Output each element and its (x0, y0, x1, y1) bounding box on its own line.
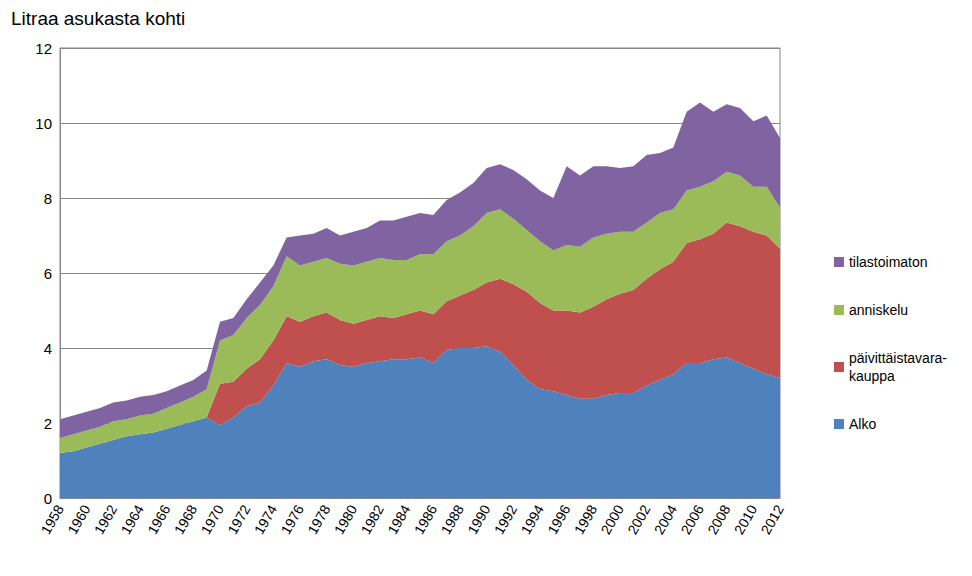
svg-text:1966: 1966 (144, 502, 174, 537)
svg-text:päivittäistavara-: päivittäistavara- (849, 350, 947, 366)
svg-text:1982: 1982 (358, 502, 388, 537)
svg-text:2008: 2008 (704, 502, 734, 537)
svg-text:12: 12 (35, 40, 52, 57)
svg-text:Alko: Alko (849, 416, 876, 432)
svg-text:2004: 2004 (651, 502, 681, 537)
svg-text:1958: 1958 (38, 502, 68, 537)
svg-text:1968: 1968 (171, 502, 201, 537)
svg-text:1976: 1976 (278, 502, 308, 537)
svg-text:8: 8 (44, 190, 52, 207)
svg-text:1978: 1978 (304, 502, 334, 537)
svg-text:1986: 1986 (411, 502, 441, 537)
svg-text:1998: 1998 (571, 502, 601, 537)
svg-text:1970: 1970 (198, 502, 228, 537)
svg-text:1996: 1996 (544, 502, 574, 537)
svg-text:Litraa asukasta kohti: Litraa asukasta kohti (11, 8, 185, 29)
svg-text:2010: 2010 (731, 502, 761, 537)
svg-text:1964: 1964 (118, 502, 148, 537)
svg-text:1960: 1960 (64, 502, 94, 537)
svg-text:1994: 1994 (518, 502, 548, 537)
svg-text:tilastoimaton: tilastoimaton (849, 254, 928, 270)
svg-text:2: 2 (44, 415, 52, 432)
svg-text:1962: 1962 (91, 502, 121, 537)
svg-text:0: 0 (44, 490, 52, 507)
svg-text:1972: 1972 (224, 502, 254, 537)
svg-text:2006: 2006 (678, 502, 708, 537)
svg-text:2012: 2012 (758, 502, 788, 537)
svg-text:1990: 1990 (464, 502, 494, 537)
svg-text:1992: 1992 (491, 502, 521, 537)
svg-text:2000: 2000 (598, 502, 628, 537)
svg-text:2002: 2002 (624, 502, 654, 537)
svg-text:4: 4 (44, 340, 52, 357)
svg-text:kauppa: kauppa (849, 368, 895, 384)
svg-text:6: 6 (44, 265, 52, 282)
svg-text:1974: 1974 (251, 502, 281, 537)
svg-text:1980: 1980 (331, 502, 361, 537)
svg-text:1984: 1984 (384, 502, 414, 537)
svg-text:1988: 1988 (438, 502, 468, 537)
svg-text:anniskelu: anniskelu (849, 302, 908, 318)
svg-text:10: 10 (35, 115, 52, 132)
